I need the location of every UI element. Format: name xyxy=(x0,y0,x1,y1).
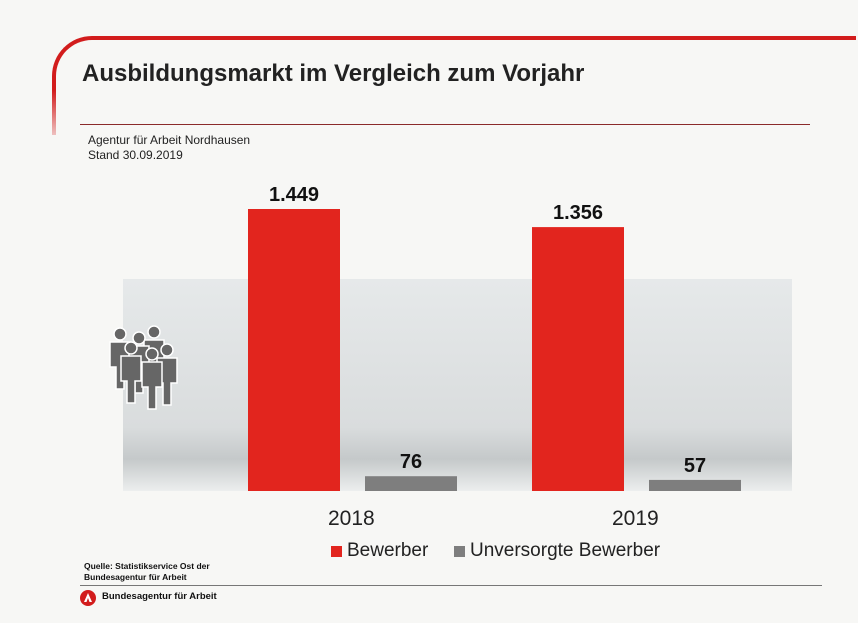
data-label: 1.356 xyxy=(553,202,603,224)
brand-name: Bundesagentur für Arbeit xyxy=(102,591,217,602)
bar-2018-bewerber xyxy=(248,209,340,491)
background-band xyxy=(123,279,792,491)
title-frame xyxy=(52,36,856,135)
bar-2019-bewerber xyxy=(532,227,624,492)
data-label: 1.449 xyxy=(269,184,319,206)
frame-fade xyxy=(45,90,65,150)
legend-swatch xyxy=(454,545,465,557)
source-line: Bundesagentur für Arbeit xyxy=(84,572,187,582)
legend-bewerber: Bewerber xyxy=(331,540,428,562)
date: Stand 30.09.2019 xyxy=(88,148,183,162)
data-label: 57 xyxy=(684,455,706,477)
legend-label: Bewerber xyxy=(347,540,429,561)
ba-logo-icon xyxy=(80,590,96,606)
x-tick-2019: 2019 xyxy=(612,507,659,530)
page-title: Ausbildungsmarkt im Vergleich zum Vorjah… xyxy=(82,60,585,87)
legend-label: Unversorgte Bewerber xyxy=(470,540,661,561)
people-group-icon xyxy=(109,325,178,410)
bar-2019-unversorgte xyxy=(649,479,741,491)
x-tick-2018: 2018 xyxy=(328,507,375,530)
data-label: 76 xyxy=(400,451,422,473)
legend-unversorgte: Unversorgte Bewerber xyxy=(454,540,660,562)
source-line: Quelle: Statistikservice Ost der xyxy=(84,561,210,571)
footer-divider xyxy=(80,585,822,586)
agency: Agentur für Arbeit Nordhausen xyxy=(88,133,251,147)
legend-swatch xyxy=(331,545,342,557)
source-note: Quelle: Statistikservice Ost der Bundesag… xyxy=(84,561,210,583)
divider xyxy=(80,124,810,125)
bar-2018-unversorgte xyxy=(365,476,457,491)
